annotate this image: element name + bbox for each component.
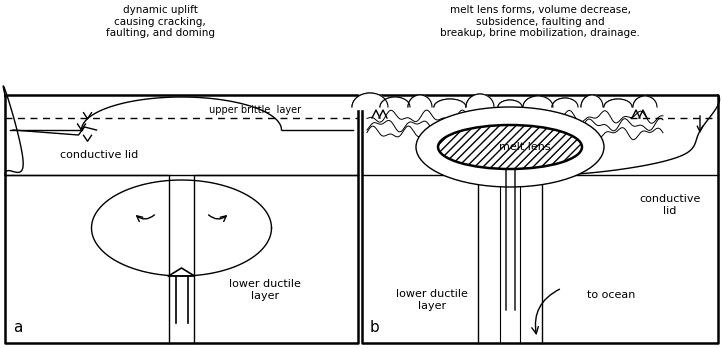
- Text: lower ductile
layer: lower ductile layer: [396, 289, 468, 311]
- Text: dynamic uplift
causing cracking,
faulting, and doming: dynamic uplift causing cracking, faultin…: [106, 5, 215, 38]
- Ellipse shape: [438, 125, 582, 169]
- Text: conductive lid: conductive lid: [60, 150, 138, 160]
- Text: to ocean: to ocean: [587, 290, 636, 300]
- Ellipse shape: [416, 107, 604, 187]
- Text: melt lens forms, volume decrease,
subsidence, faulting and
breakup, brine mobili: melt lens forms, volume decrease, subsid…: [440, 5, 640, 38]
- Text: lower ductile
layer: lower ductile layer: [229, 279, 301, 301]
- Text: b: b: [370, 320, 380, 335]
- Text: upper brittle  layer: upper brittle layer: [209, 105, 301, 115]
- Text: conductive
lid: conductive lid: [639, 194, 701, 216]
- Text: a: a: [13, 320, 22, 335]
- Text: melt lens: melt lens: [499, 142, 551, 152]
